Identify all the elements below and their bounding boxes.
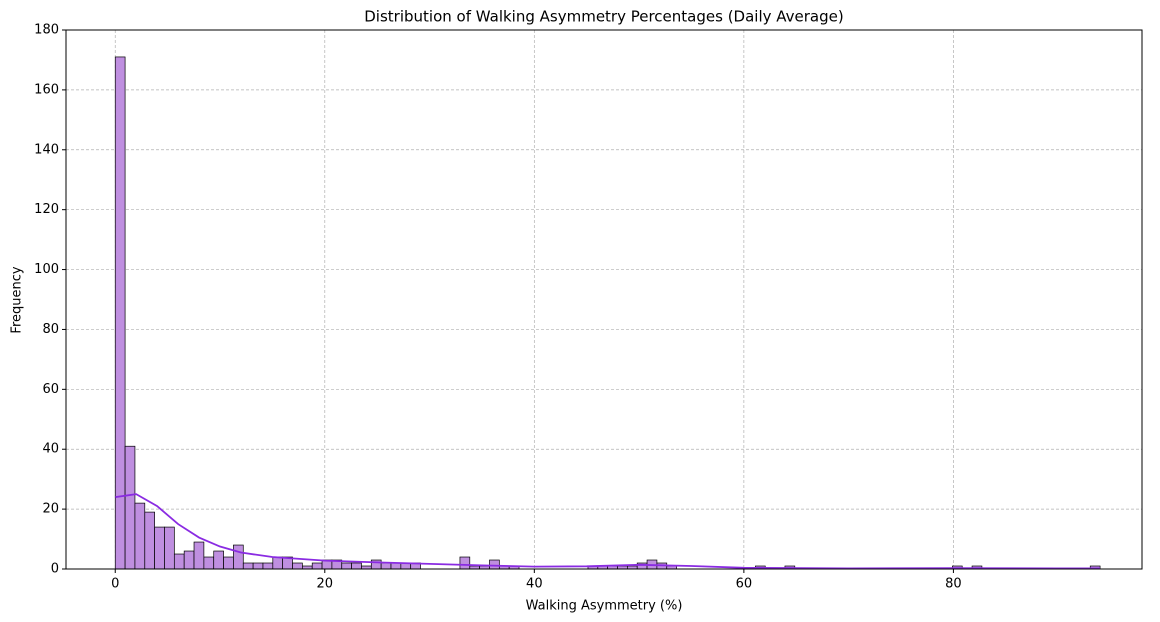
bar: [223, 556, 234, 570]
bar: [173, 553, 185, 570]
x-tick-label: 60: [736, 577, 753, 592]
x-tick-label: 80: [945, 577, 962, 592]
bar: [242, 562, 254, 570]
y-tick-label: 160: [34, 82, 59, 97]
plot-frame: [65, 29, 1143, 570]
bar: [636, 562, 648, 570]
x-axis-label: Walking Asymmetry (%): [526, 599, 683, 614]
y-tick-label: 20: [42, 502, 59, 517]
bar: [154, 526, 165, 570]
bar: [262, 562, 274, 570]
bar: [134, 502, 146, 570]
bar: [164, 526, 175, 570]
bar: [203, 556, 215, 570]
bar: [124, 445, 136, 570]
bar: [183, 550, 195, 570]
y-tick-label: 60: [42, 382, 59, 397]
bar: [351, 562, 362, 570]
bar: [144, 511, 155, 570]
kde-line: [115, 493, 1101, 570]
bar: [341, 562, 352, 570]
y-tick-label: 100: [34, 262, 59, 277]
chart-title: Distribution of Walking Asymmetry Percen…: [364, 8, 843, 26]
x-tick-label: 0: [111, 577, 119, 592]
bar: [193, 541, 205, 570]
y-tick-label: 120: [34, 202, 59, 217]
y-tick-label: 180: [34, 23, 59, 38]
y-tick-label: 140: [34, 142, 59, 157]
y-axis-label: Frequency: [10, 266, 25, 333]
y-tick-label: 80: [42, 322, 59, 337]
bar: [272, 556, 284, 570]
bar: [114, 56, 126, 570]
x-tick-label: 40: [526, 577, 543, 592]
y-tick-label: 0: [51, 562, 59, 577]
bar: [380, 562, 392, 570]
bar: [213, 550, 224, 570]
x-tick-label: 20: [317, 577, 334, 592]
bar: [489, 559, 500, 570]
bar: [252, 562, 264, 570]
bar: [311, 562, 323, 570]
bar: [292, 562, 303, 570]
bar: [459, 556, 471, 570]
bar: [233, 544, 244, 570]
y-tick-label: 40: [42, 442, 59, 457]
